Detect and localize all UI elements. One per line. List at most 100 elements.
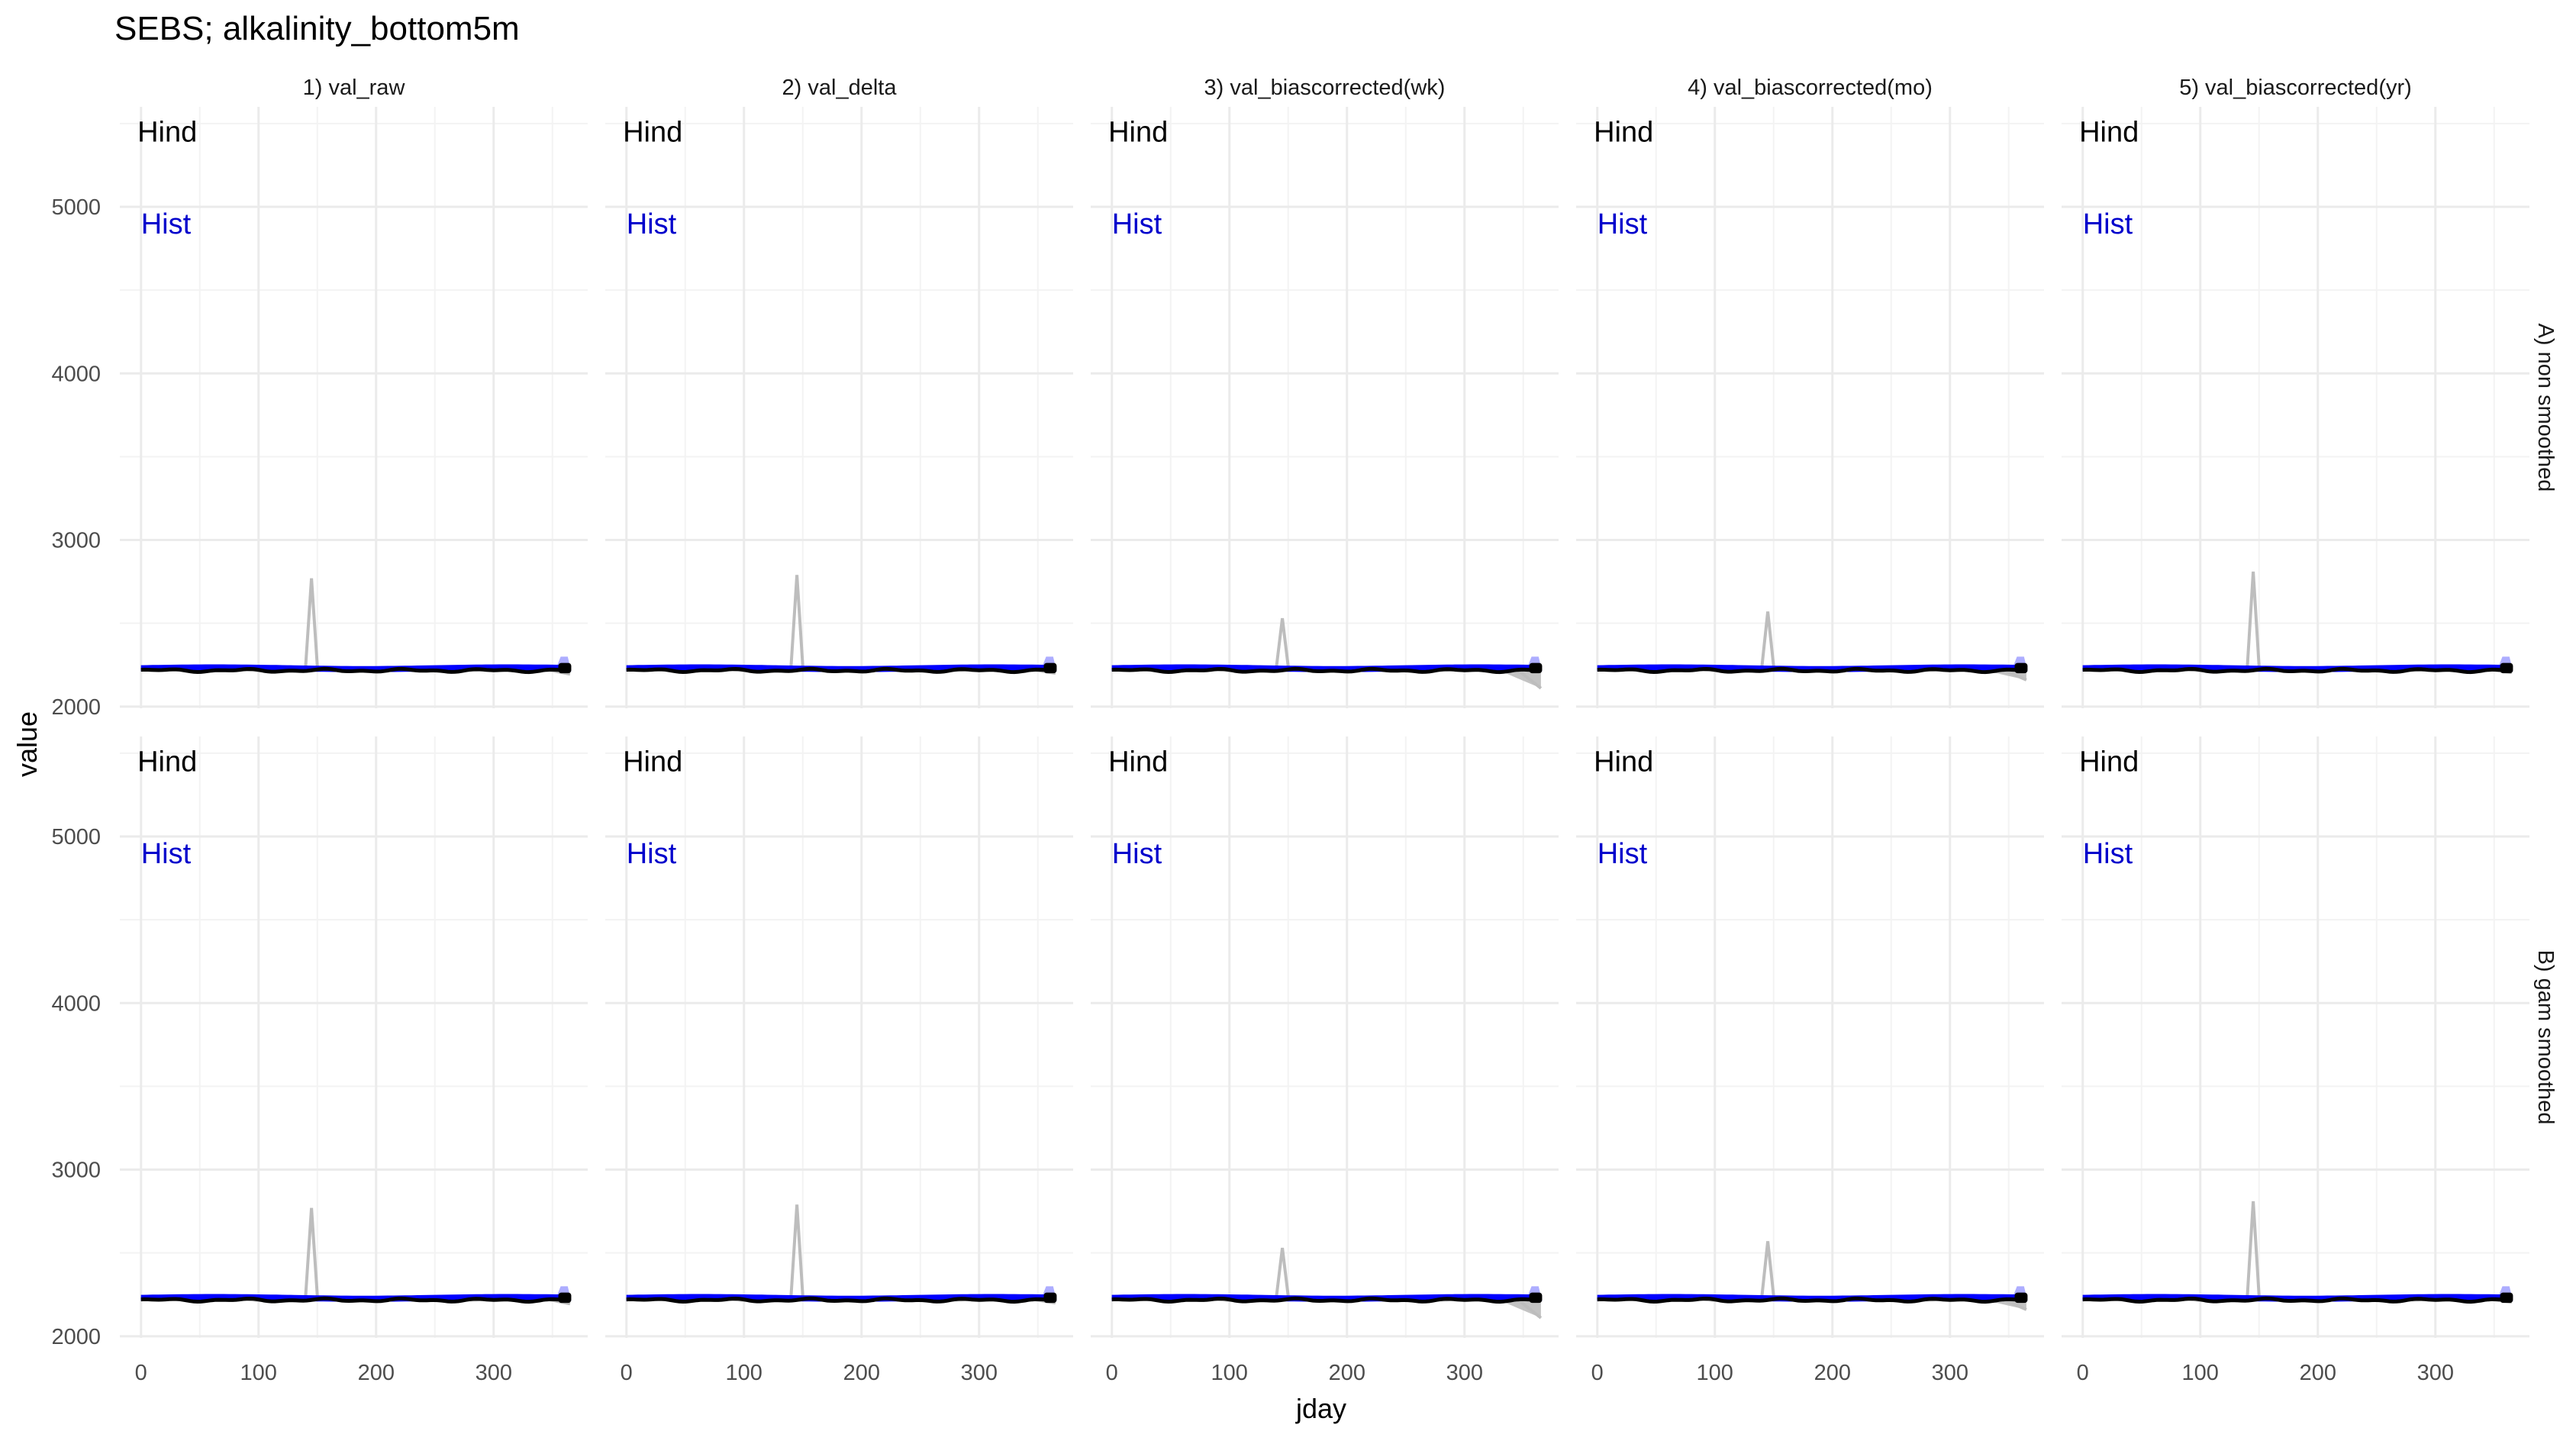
ensemble-series-line	[2082, 571, 2513, 675]
hind-annotation: Hind	[1108, 746, 1168, 778]
hind-end-marker	[1043, 1292, 1057, 1304]
x-axis-title: jday	[1295, 1393, 1346, 1424]
ensemble-series-line	[1111, 1247, 1543, 1320]
hind-annotation: Hind	[1108, 117, 1168, 149]
x-tick-label: 200	[1814, 1361, 1851, 1385]
hist-annotation: Hist	[1112, 208, 1162, 240]
y-tick-label: 4000	[51, 362, 101, 386]
hist-annotation: Hist	[627, 208, 677, 240]
x-tick-label: 200	[358, 1361, 395, 1385]
hind-annotation: Hind	[1594, 117, 1653, 149]
hind-series-line	[626, 666, 1053, 675]
ensemble-series-line	[140, 578, 571, 676]
hind-series-line	[2082, 1296, 2510, 1304]
hind-end-marker	[558, 1292, 572, 1304]
ensemble-series-line	[140, 1207, 571, 1306]
hind-annotation: Hind	[137, 117, 197, 149]
x-tick-label: 100	[726, 1361, 762, 1385]
y-tick-label: 3000	[51, 1159, 101, 1183]
facet-panel: Hind Hist	[2062, 107, 2529, 708]
facet-panel: Hind Hist	[605, 736, 1073, 1338]
x-tick-label: 200	[1329, 1361, 1365, 1385]
x-tick-label: 300	[1446, 1361, 1483, 1385]
y-tick-label: 4000	[51, 991, 101, 1016]
hind-series-line	[1597, 666, 2024, 675]
hind-series-line	[1111, 666, 1539, 675]
facet-panel: Hind Hist	[120, 107, 588, 708]
hind-annotation: Hind	[623, 746, 682, 778]
ensemble-ribbon	[1500, 1297, 1541, 1318]
facet-column-label: 4) val_biascorrected(mo)	[1688, 76, 1933, 100]
y-tick-label: 3000	[51, 529, 101, 553]
chart-title: SEBS; alkalinity_bottom5m	[114, 10, 520, 47]
x-tick-label: 300	[961, 1361, 998, 1385]
hind-end-marker	[2500, 662, 2513, 674]
y-tick-label: 5000	[51, 825, 101, 849]
facet-column-label: 2) val_delta	[782, 76, 898, 100]
hist-annotation: Hist	[627, 838, 677, 870]
x-tick-label: 100	[2182, 1361, 2219, 1385]
facet-panel: Hind Hist	[605, 107, 1073, 708]
hind-annotation: Hind	[623, 117, 682, 149]
x-tick-label: 100	[1697, 1361, 1733, 1385]
facet-column-label: 5) val_biascorrected(yr)	[2179, 76, 2412, 100]
x-tick-label: 0	[1106, 1361, 1118, 1385]
facet-column-label: 1) val_raw	[303, 76, 406, 100]
x-tick-label: 300	[2417, 1361, 2454, 1385]
facet-panel: Hind Hist	[1576, 736, 2044, 1338]
facet-panel: Hind Hist	[1091, 107, 1559, 708]
hind-series-line	[140, 1296, 568, 1304]
hist-annotation: Hist	[2083, 208, 2133, 240]
y-tick-label: 5000	[51, 195, 101, 220]
facet-row-label: A) non smoothed	[2533, 324, 2558, 492]
hind-series-line	[140, 666, 568, 675]
facet-panel: Hind Hist	[1576, 107, 2044, 708]
hind-annotation: Hind	[137, 746, 197, 778]
hist-annotation: Hist	[1112, 838, 1162, 870]
ensemble-series-line	[626, 575, 1056, 675]
hind-annotation: Hind	[2079, 746, 2139, 778]
hind-end-marker	[2014, 662, 2028, 674]
facet-panel: Hind Hist	[2062, 736, 2529, 1338]
x-tick-label: 0	[1591, 1361, 1604, 1385]
hind-series-line	[1111, 1296, 1539, 1304]
hind-annotation: Hind	[1594, 746, 1653, 778]
x-tick-label: 200	[843, 1361, 880, 1385]
hind-end-marker	[1043, 662, 1057, 674]
hind-end-marker	[1529, 1292, 1543, 1304]
x-tick-label: 0	[135, 1361, 147, 1385]
x-tick-label: 300	[1932, 1361, 1968, 1385]
hind-end-marker	[2500, 1292, 2513, 1304]
x-tick-label: 300	[476, 1361, 512, 1385]
y-tick-label: 2000	[51, 695, 101, 720]
hind-end-marker	[1529, 662, 1543, 674]
hist-annotation: Hist	[141, 838, 192, 870]
x-tick-label: 100	[1211, 1361, 1248, 1385]
hind-end-marker	[2014, 1292, 2028, 1304]
facet-column-label: 3) val_biascorrected(wk)	[1204, 76, 1446, 100]
facet-row-label: B) gam smoothed	[2533, 950, 2558, 1125]
facet-panel: Hind Hist	[120, 736, 588, 1338]
hind-series-line	[626, 1296, 1053, 1304]
ensemble-series-line	[2082, 1201, 2513, 1304]
ensemble-ribbon	[1500, 668, 1541, 688]
hind-annotation: Hind	[2079, 117, 2139, 149]
x-tick-label: 200	[2300, 1361, 2336, 1385]
hind-series-line	[1597, 1296, 2024, 1304]
hist-annotation: Hist	[1598, 838, 1648, 870]
y-axis-title: value	[11, 711, 43, 777]
x-tick-label: 0	[2077, 1361, 2089, 1385]
hist-annotation: Hist	[141, 208, 192, 240]
y-tick-label: 2000	[51, 1325, 101, 1349]
x-tick-label: 100	[240, 1361, 277, 1385]
hist-annotation: Hist	[1598, 208, 1648, 240]
hind-series-line	[2082, 666, 2510, 675]
hind-end-marker	[558, 662, 572, 674]
x-tick-label: 0	[621, 1361, 633, 1385]
facet-panel: Hind Hist	[1091, 736, 1559, 1338]
ensemble-series-line	[1111, 617, 1543, 690]
hist-annotation: Hist	[2083, 838, 2133, 870]
